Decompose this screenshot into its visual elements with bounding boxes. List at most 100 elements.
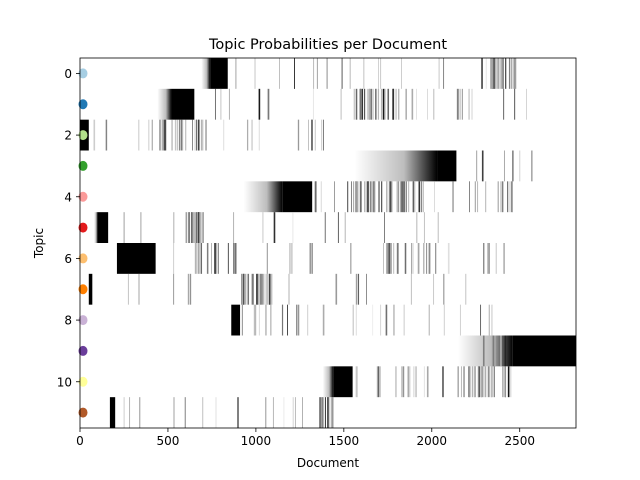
doc-line	[292, 212, 294, 243]
doc-line	[321, 397, 324, 428]
x-tick-label: 500	[156, 434, 179, 448]
doc-line	[227, 243, 229, 274]
doc-line	[368, 181, 369, 213]
doc-line	[173, 243, 175, 274]
doc-line	[505, 58, 507, 89]
solid-band	[88, 273, 93, 305]
doc-line	[492, 58, 493, 89]
doc-line	[233, 212, 235, 243]
doc-line	[242, 273, 245, 305]
doc-line	[395, 366, 397, 398]
doc-line	[356, 366, 358, 398]
doc-line	[417, 243, 419, 274]
doc-line	[385, 304, 388, 336]
doc-line	[426, 366, 429, 398]
doc-line	[181, 119, 183, 151]
doc-line	[193, 212, 195, 243]
doc-line	[173, 273, 175, 305]
doc-line	[504, 335, 506, 367]
solid-band	[116, 243, 156, 274]
doc-line	[201, 119, 203, 151]
doc-line	[268, 273, 270, 305]
doc-line	[233, 243, 235, 274]
topic-marker-11	[78, 407, 88, 418]
doc-line	[388, 181, 391, 213]
doc-line	[262, 273, 264, 305]
doc-line	[262, 212, 264, 243]
doc-line	[272, 397, 274, 428]
x-tick-label: 1500	[329, 434, 360, 448]
fade-band	[201, 58, 211, 89]
doc-line	[437, 212, 439, 243]
doc-line	[199, 212, 201, 243]
doc-line	[390, 243, 391, 274]
doc-line	[270, 273, 273, 305]
topic-marker-5	[78, 222, 88, 233]
doc-line	[457, 366, 459, 398]
doc-line	[334, 181, 335, 213]
y-tick-label: 4	[64, 190, 72, 204]
doc-line	[192, 119, 193, 151]
doc-line	[311, 119, 313, 151]
doc-line	[356, 88, 358, 120]
doc-line	[163, 119, 166, 151]
doc-line	[465, 273, 467, 305]
doc-line	[497, 181, 499, 213]
doc-line	[412, 181, 414, 213]
doc-line	[194, 119, 196, 151]
doc-line	[283, 397, 285, 428]
doc-line	[493, 366, 495, 398]
doc-line	[202, 397, 204, 428]
doc-line	[294, 397, 296, 428]
doc-line	[413, 366, 415, 398]
doc-line	[298, 119, 300, 151]
doc-line	[384, 88, 386, 120]
doc-line	[514, 58, 516, 89]
doc-line	[326, 58, 328, 89]
doc-line	[335, 273, 338, 305]
doc-line	[428, 304, 430, 336]
doc-line	[327, 397, 329, 428]
doc-line	[423, 212, 425, 243]
doc-line	[480, 366, 483, 398]
doc-line	[367, 88, 369, 120]
doc-line	[258, 273, 261, 305]
doc-line	[372, 88, 374, 120]
doc-line	[499, 58, 501, 89]
doc-line	[502, 366, 504, 398]
solid-band	[210, 58, 228, 89]
doc-line	[195, 119, 197, 151]
heatmap-row-topic-1	[157, 88, 527, 120]
doc-line	[312, 88, 314, 120]
doc-line	[383, 243, 384, 274]
doc-line	[308, 119, 309, 151]
doc-line	[324, 212, 326, 243]
doc-line	[251, 119, 253, 151]
doc-line	[378, 58, 379, 89]
doc-line	[265, 304, 267, 336]
doc-line	[471, 88, 473, 120]
doc-line	[195, 243, 197, 274]
doc-line	[412, 243, 414, 274]
doc-line	[514, 88, 516, 120]
doc-line	[309, 243, 312, 274]
doc-line	[371, 181, 373, 213]
chart-title: Topic Probabilities per Document	[208, 37, 447, 53]
doc-line	[359, 88, 361, 120]
doc-line	[396, 181, 398, 213]
doc-line	[127, 273, 129, 305]
doc-line	[510, 58, 513, 89]
doc-line	[482, 58, 483, 89]
doc-line	[386, 243, 388, 274]
doc-line	[347, 181, 349, 213]
doc-line	[265, 397, 267, 428]
doc-line	[471, 366, 473, 398]
x-tick-label: 1000	[241, 434, 272, 448]
doc-line	[311, 243, 313, 274]
doc-line	[273, 212, 276, 243]
doc-line	[423, 243, 425, 274]
doc-line	[266, 88, 268, 120]
doc-line	[503, 243, 505, 274]
doc-line	[337, 212, 339, 243]
doc-line	[322, 397, 324, 428]
